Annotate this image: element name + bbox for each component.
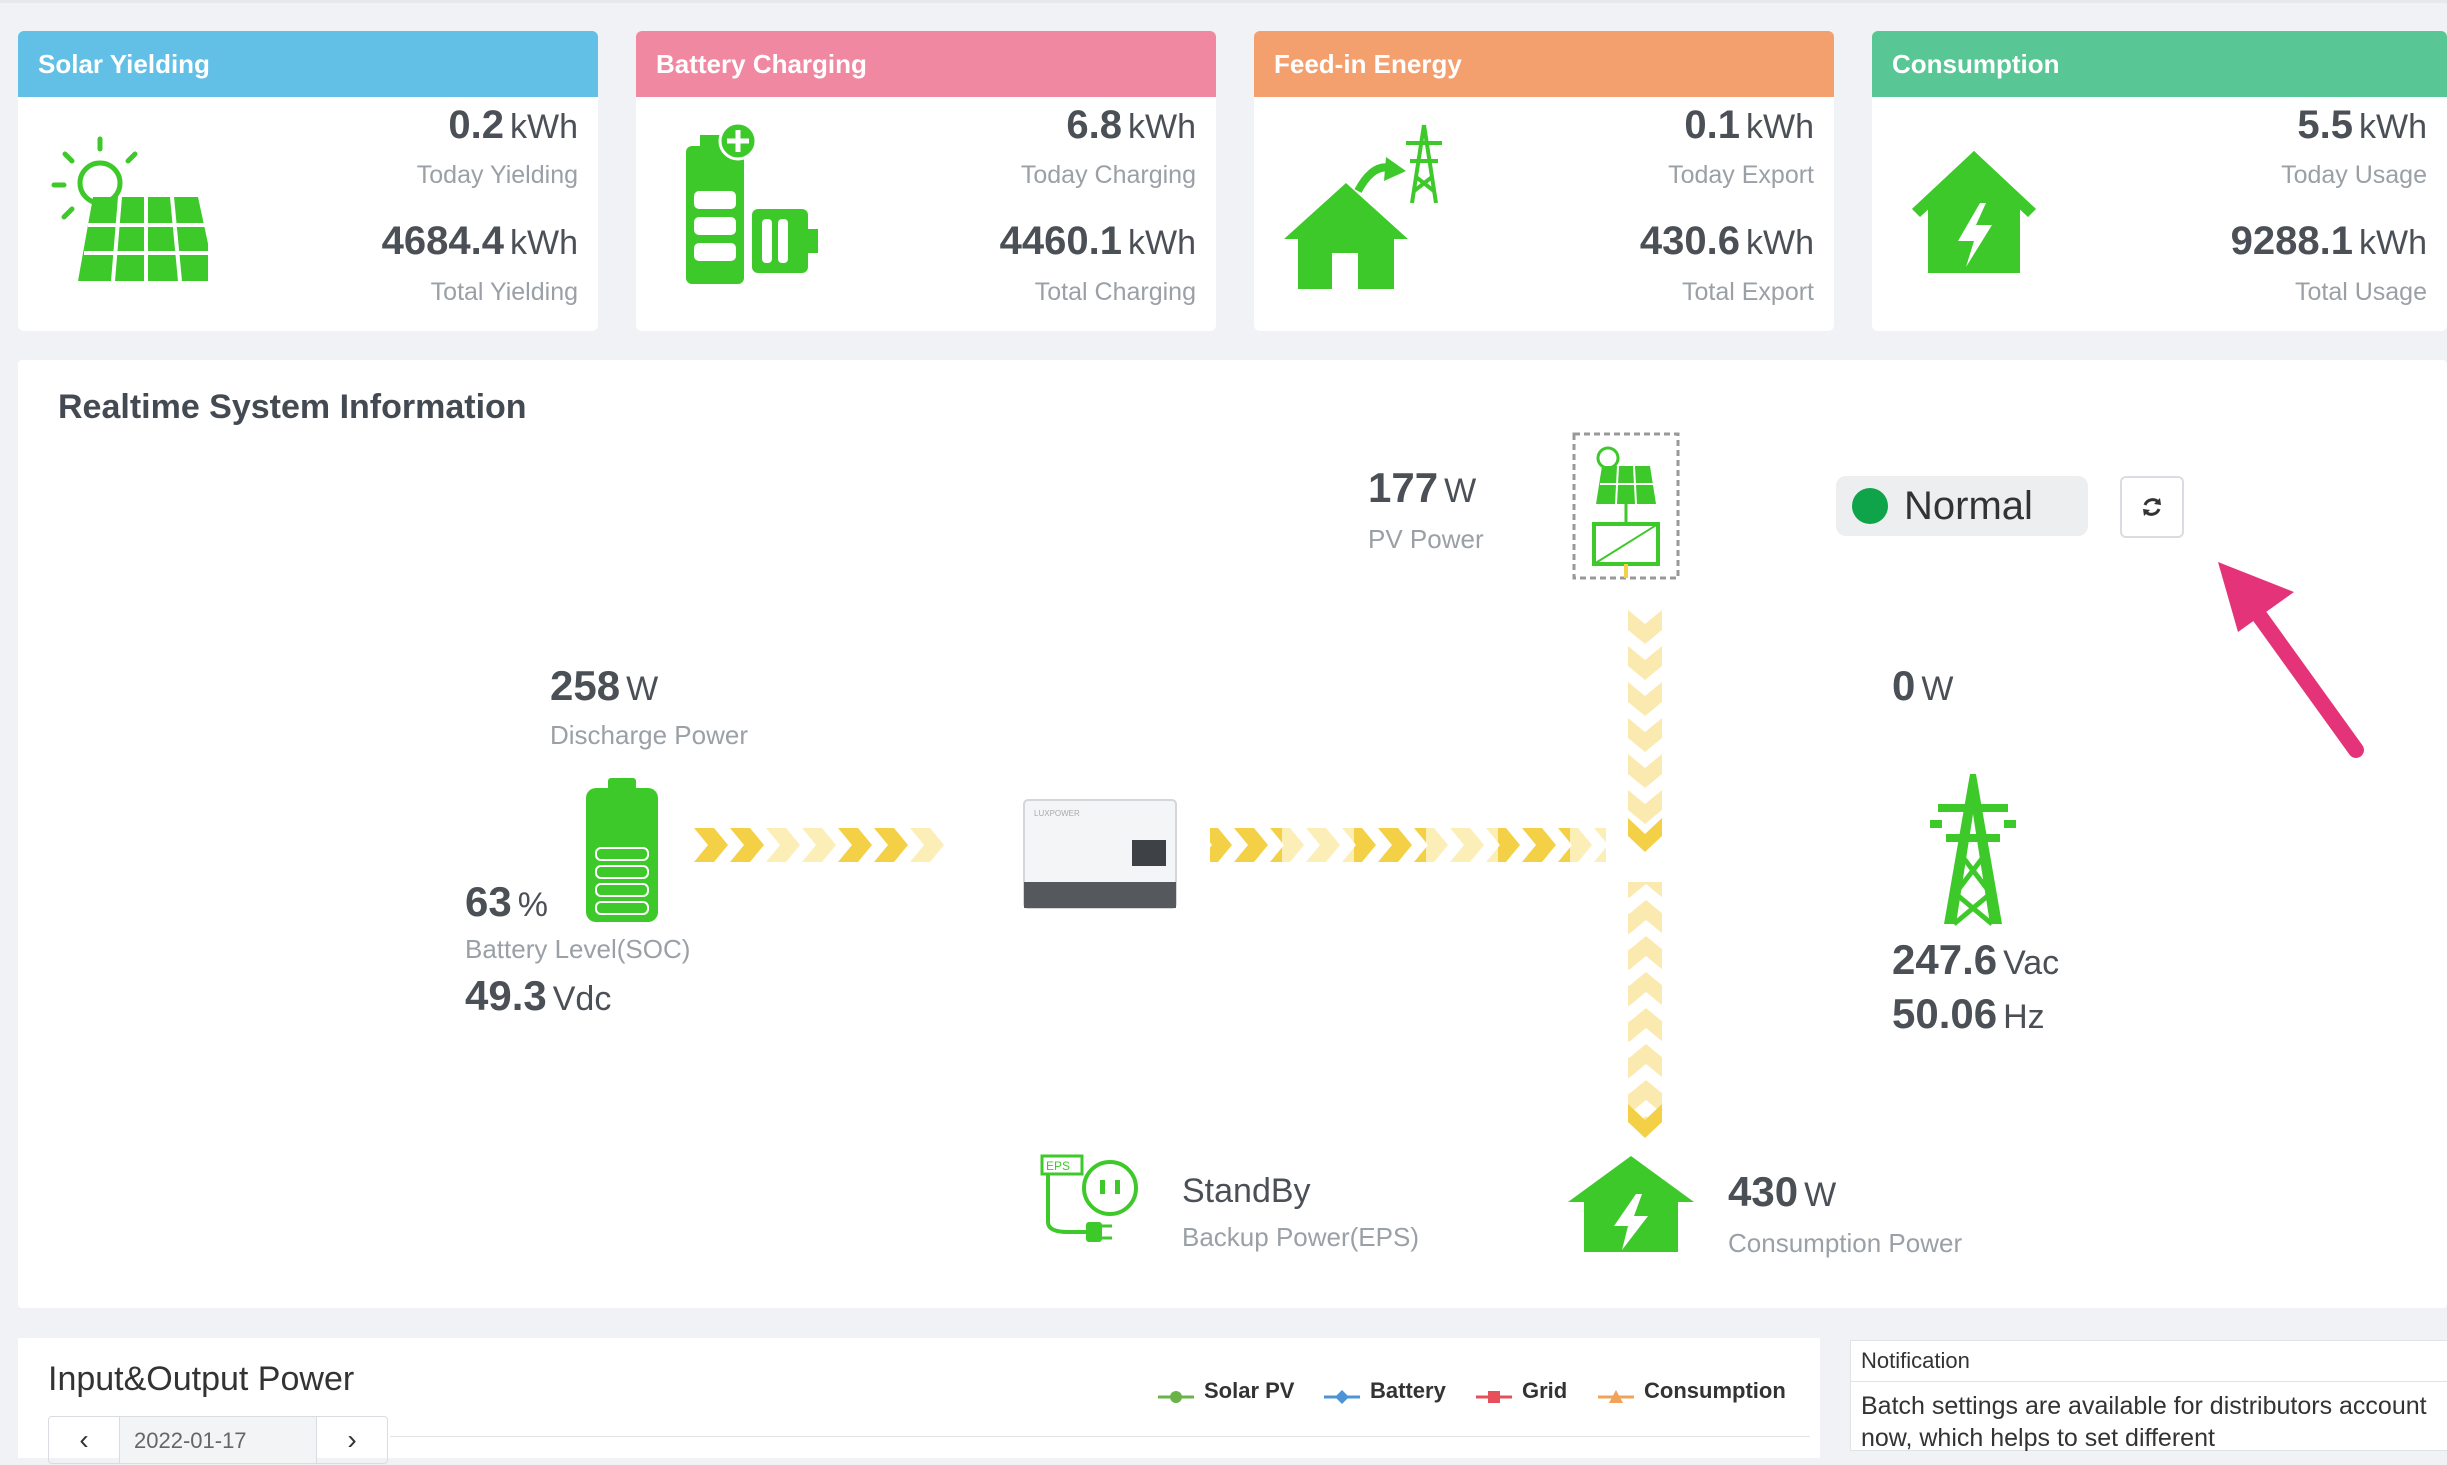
- today-export-label: Today Export: [1668, 161, 1814, 189]
- card-solar-yielding: Solar Yielding 0.2 kWh Today Yielding 468…: [18, 31, 598, 331]
- today-yielding-label: Today Yielding: [416, 161, 578, 189]
- house-consumption-icon: [1912, 151, 2036, 273]
- total-yielding-value: 4684.4 kWh: [381, 219, 578, 263]
- status-text: Normal: [1904, 483, 2033, 528]
- card-title: Feed-in Energy: [1254, 31, 1834, 97]
- chevron-right-icon: ›: [347, 1424, 357, 1455]
- solar-panel-icon: [51, 136, 208, 282]
- status-dot: [1852, 488, 1888, 524]
- consumption-power-value: 430 W: [1728, 1168, 1837, 1215]
- legend-label: Grid: [1522, 1378, 1568, 1403]
- io-title: Input&Output Power: [48, 1360, 355, 1398]
- notification-panel: Notification Batch settings are availabl…: [1850, 1340, 2447, 1452]
- legend-grid[interactable]: Grid: [1476, 1378, 1567, 1404]
- energy-flow-lines: [694, 828, 1662, 1138]
- realtime-system-panel: Realtime System Information 177 W PV Powe…: [18, 360, 2447, 1308]
- legend-solar-marker: [1158, 1384, 1194, 1403]
- total-usage-label: Total Usage: [2294, 278, 2427, 306]
- card-feed-in-energy: Feed-in Energy 0.1 kWh Today Export 430.6…: [1254, 31, 1834, 331]
- total-yielding-label: Total Yielding: [430, 278, 578, 306]
- refresh-icon: [2143, 498, 2161, 516]
- eps-backup-icon: EPS: [1040, 1154, 1138, 1242]
- prev-date-button[interactable]: ‹: [49, 1417, 119, 1463]
- legend-solar-pv[interactable]: Solar PV: [1158, 1378, 1294, 1404]
- consumption-house-icon: [1568, 1156, 1694, 1252]
- chevron-left-icon: ‹: [79, 1424, 89, 1455]
- card-consumption: Consumption 5.5 kWh Today Usage 9288.1 kWh…: [1872, 31, 2447, 331]
- total-usage-value: 9288.1 kWh: [2230, 219, 2427, 263]
- card-title: Battery Charging: [636, 31, 1216, 97]
- today-usage-label: Today Usage: [2281, 161, 2427, 189]
- legend-consumption[interactable]: Consumption: [1598, 1378, 1786, 1404]
- inverter-icon: LUXPOWER: [1023, 799, 1177, 909]
- pv-flow-line: [1628, 610, 1662, 852]
- battery-level-icon: [586, 778, 658, 922]
- discharge-power-value: 258 W: [550, 662, 659, 709]
- date-input[interactable]: 2022-01-17: [119, 1417, 317, 1463]
- notification-text: Batch settings are available for distrib…: [1861, 1392, 2427, 1452]
- battery-charging-icon: [686, 121, 818, 284]
- eps-label: Backup Power(EPS): [1182, 1222, 1419, 1252]
- battery-soc-value: 63%: [465, 878, 548, 925]
- legend-consumption-marker: [1598, 1384, 1634, 1403]
- notification-title: Notification: [1851, 1341, 2447, 1382]
- chart-top-rule: [390, 1436, 1810, 1437]
- top-divider: [0, 0, 2447, 3]
- house-to-grid-icon: [1284, 124, 1442, 289]
- svg-text:EPS: EPS: [1046, 1159, 1070, 1173]
- total-export-label: Total Export: [1681, 278, 1814, 306]
- date-navigator: ‹ 2022-01-17 ›: [48, 1416, 388, 1464]
- panel-title: Realtime System Information: [58, 388, 527, 426]
- today-yielding-value: 0.2 kWh: [448, 103, 578, 147]
- next-date-button[interactable]: ›: [317, 1417, 387, 1463]
- eps-status: StandBy: [1182, 1172, 1311, 1210]
- legend-battery[interactable]: Battery: [1324, 1378, 1446, 1404]
- today-charging-label: Today Charging: [1020, 161, 1196, 189]
- consumption-power-label: Consumption Power: [1728, 1228, 1963, 1258]
- today-export-value: 0.1 kWh: [1684, 103, 1814, 147]
- grid-voltage-value: 247.6 Vac: [1892, 936, 2060, 983]
- grid-frequency-value: 50.06 Hz: [1892, 990, 2045, 1037]
- total-charging-label: Total Charging: [1034, 278, 1196, 306]
- total-export-value: 430.6 kWh: [1639, 219, 1814, 263]
- total-charging-value: 4460.1 kWh: [999, 219, 1196, 263]
- discharge-power-label: Discharge Power: [550, 720, 748, 750]
- annotation-arrow-icon: [2218, 562, 2364, 758]
- battery-soc-label: Battery Level(SOC): [465, 934, 691, 964]
- legend-label: Battery: [1370, 1378, 1446, 1403]
- card-battery-charging: Battery Charging 6.8 kWh Today Charging 4…: [636, 31, 1216, 331]
- today-charging-value: 6.8 kWh: [1066, 103, 1196, 147]
- legend-battery-marker: [1324, 1384, 1360, 1404]
- grid-tower-icon: [1930, 774, 2016, 926]
- legend-grid-marker: [1476, 1384, 1512, 1403]
- card-title: Solar Yielding: [18, 31, 598, 97]
- system-status-badge: Normal: [1836, 476, 2088, 536]
- legend-label: Solar PV: [1204, 1378, 1295, 1403]
- input-output-power-panel: Input&Output Power Solar PV Battery Grid…: [18, 1338, 1820, 1464]
- pv-power-value: 177 W: [1368, 464, 1477, 511]
- pv-power-label: PV Power: [1368, 524, 1484, 554]
- legend-label: Consumption: [1644, 1378, 1786, 1403]
- svg-text:LUXPOWER: LUXPOWER: [1034, 809, 1080, 818]
- today-usage-value: 5.5 kWh: [2297, 103, 2427, 147]
- pv-inverter-icon: [1572, 432, 1680, 580]
- battery-voltage-value: 49.3 Vdc: [465, 972, 612, 1019]
- card-title: Consumption: [1872, 31, 2447, 97]
- refresh-button[interactable]: [2120, 476, 2184, 538]
